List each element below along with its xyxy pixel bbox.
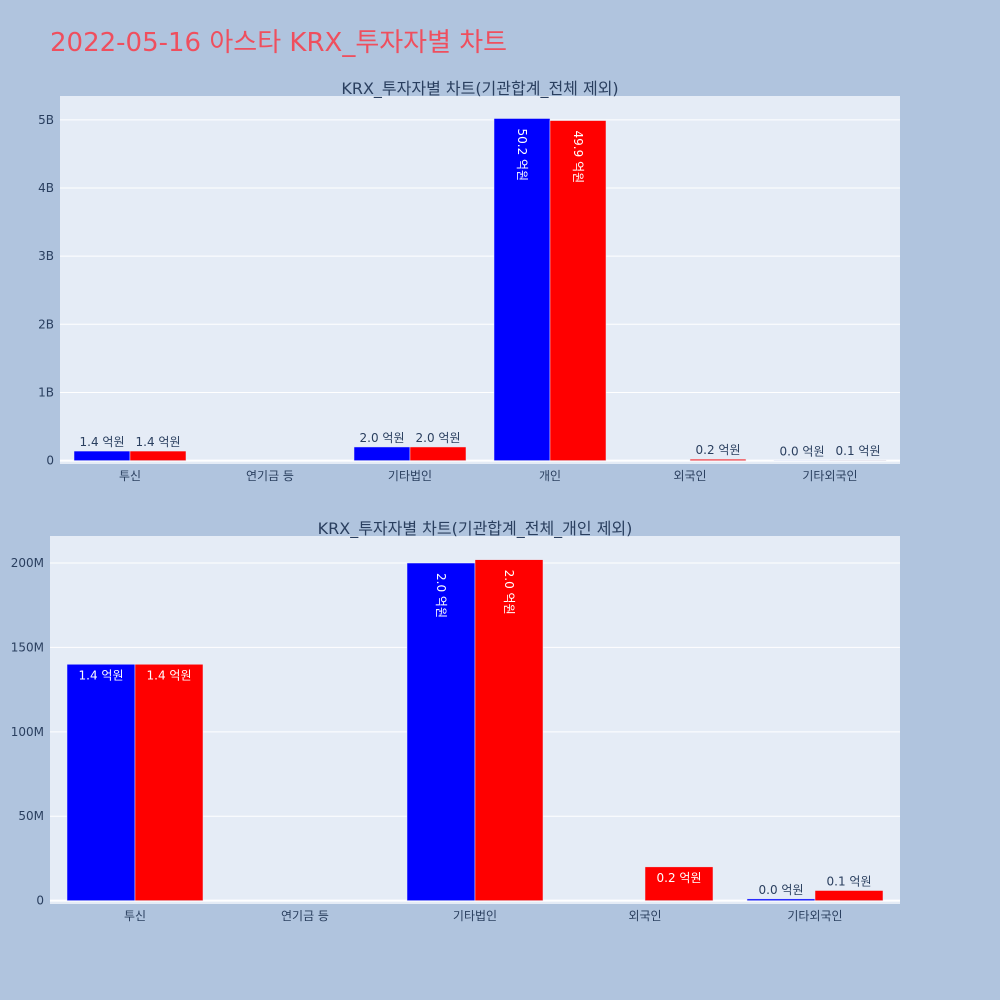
- y-tick-label: 150M: [11, 640, 44, 654]
- bar: [353, 446, 411, 461]
- x-tick-label: 기타외국인: [787, 909, 842, 923]
- y-tick-label: 0: [36, 894, 44, 908]
- bar: [66, 664, 136, 901]
- data-label: 2.0 억원: [416, 431, 461, 445]
- x-tick-label: 투신: [124, 909, 146, 923]
- data-label: 1.4 억원: [80, 435, 125, 449]
- bar: [644, 866, 714, 901]
- bar: [746, 898, 816, 901]
- x-tick-label: 연기금 등: [246, 469, 294, 483]
- data-label: 0.1 억원: [827, 874, 872, 888]
- bar: [134, 664, 204, 901]
- y-tick-label: 2B: [38, 317, 54, 331]
- data-label: 0.0 억원: [780, 445, 825, 459]
- bar: [129, 450, 187, 461]
- x-tick-label: 개인: [539, 469, 561, 483]
- page-title: 2022-05-16 아스타 KRX_투자자별 차트: [50, 28, 508, 58]
- x-tick-label: 기타법인: [453, 909, 497, 923]
- chart-2: KRX_투자자별 차트(기관합계_전체_개인 제외) 0 50M 100M 150M 20…: [11, 519, 900, 923]
- data-label: 0.1 억원: [836, 444, 881, 458]
- chart-title: KRX_투자자별 차트(기관합계_전체 제외): [341, 79, 618, 99]
- y-tick-label: 50M: [18, 809, 44, 823]
- data-label: 1.4 억원: [136, 435, 181, 449]
- bar: [409, 446, 467, 461]
- data-label: 50.2 억원: [515, 128, 529, 181]
- y-tick-label: 0: [46, 454, 54, 468]
- data-label: 0.2 억원: [696, 443, 741, 457]
- data-label: 0.2 억원: [657, 871, 702, 885]
- y-tick-label: 200M: [11, 556, 44, 570]
- data-label: 2.0 억원: [434, 573, 448, 618]
- bar: [549, 120, 607, 461]
- bar: [406, 562, 476, 901]
- y-tick-label: 1B: [38, 385, 54, 399]
- y-tick-label: 3B: [38, 249, 54, 263]
- x-tick-label: 투신: [119, 469, 141, 483]
- bar: [474, 559, 544, 901]
- bar: [814, 890, 884, 901]
- data-label: 1.4 억원: [147, 668, 192, 682]
- bar: [689, 458, 747, 461]
- data-label: 49.9 억원: [571, 131, 585, 184]
- x-tick-label: 기타외국인: [802, 469, 857, 483]
- x-tick-label: 연기금 등: [281, 909, 329, 923]
- chart-1: KRX_투자자별 차트(기관합계_전체 제외) 0 1B 2B 3B 4B 5B 투신 1.4 …: [38, 79, 900, 483]
- y-tick-label: 4B: [38, 181, 54, 195]
- x-tick-label: 기타법인: [388, 469, 432, 483]
- y-tick-label: 100M: [11, 725, 44, 739]
- data-label: 2.0 억원: [502, 570, 516, 615]
- data-label: 1.4 억원: [79, 668, 124, 682]
- plot-area: [60, 96, 900, 464]
- data-label: 2.0 억원: [360, 431, 405, 445]
- x-tick-label: 외국인: [673, 469, 706, 483]
- y-tick-label: 5B: [38, 113, 54, 127]
- x-tick-label: 외국인: [628, 909, 661, 923]
- bar: [73, 450, 131, 461]
- bar: [493, 118, 551, 461]
- data-label: 0.0 억원: [759, 883, 804, 897]
- chart-title: KRX_투자자별 차트(기관합계_전체_개인 제외): [318, 519, 633, 539]
